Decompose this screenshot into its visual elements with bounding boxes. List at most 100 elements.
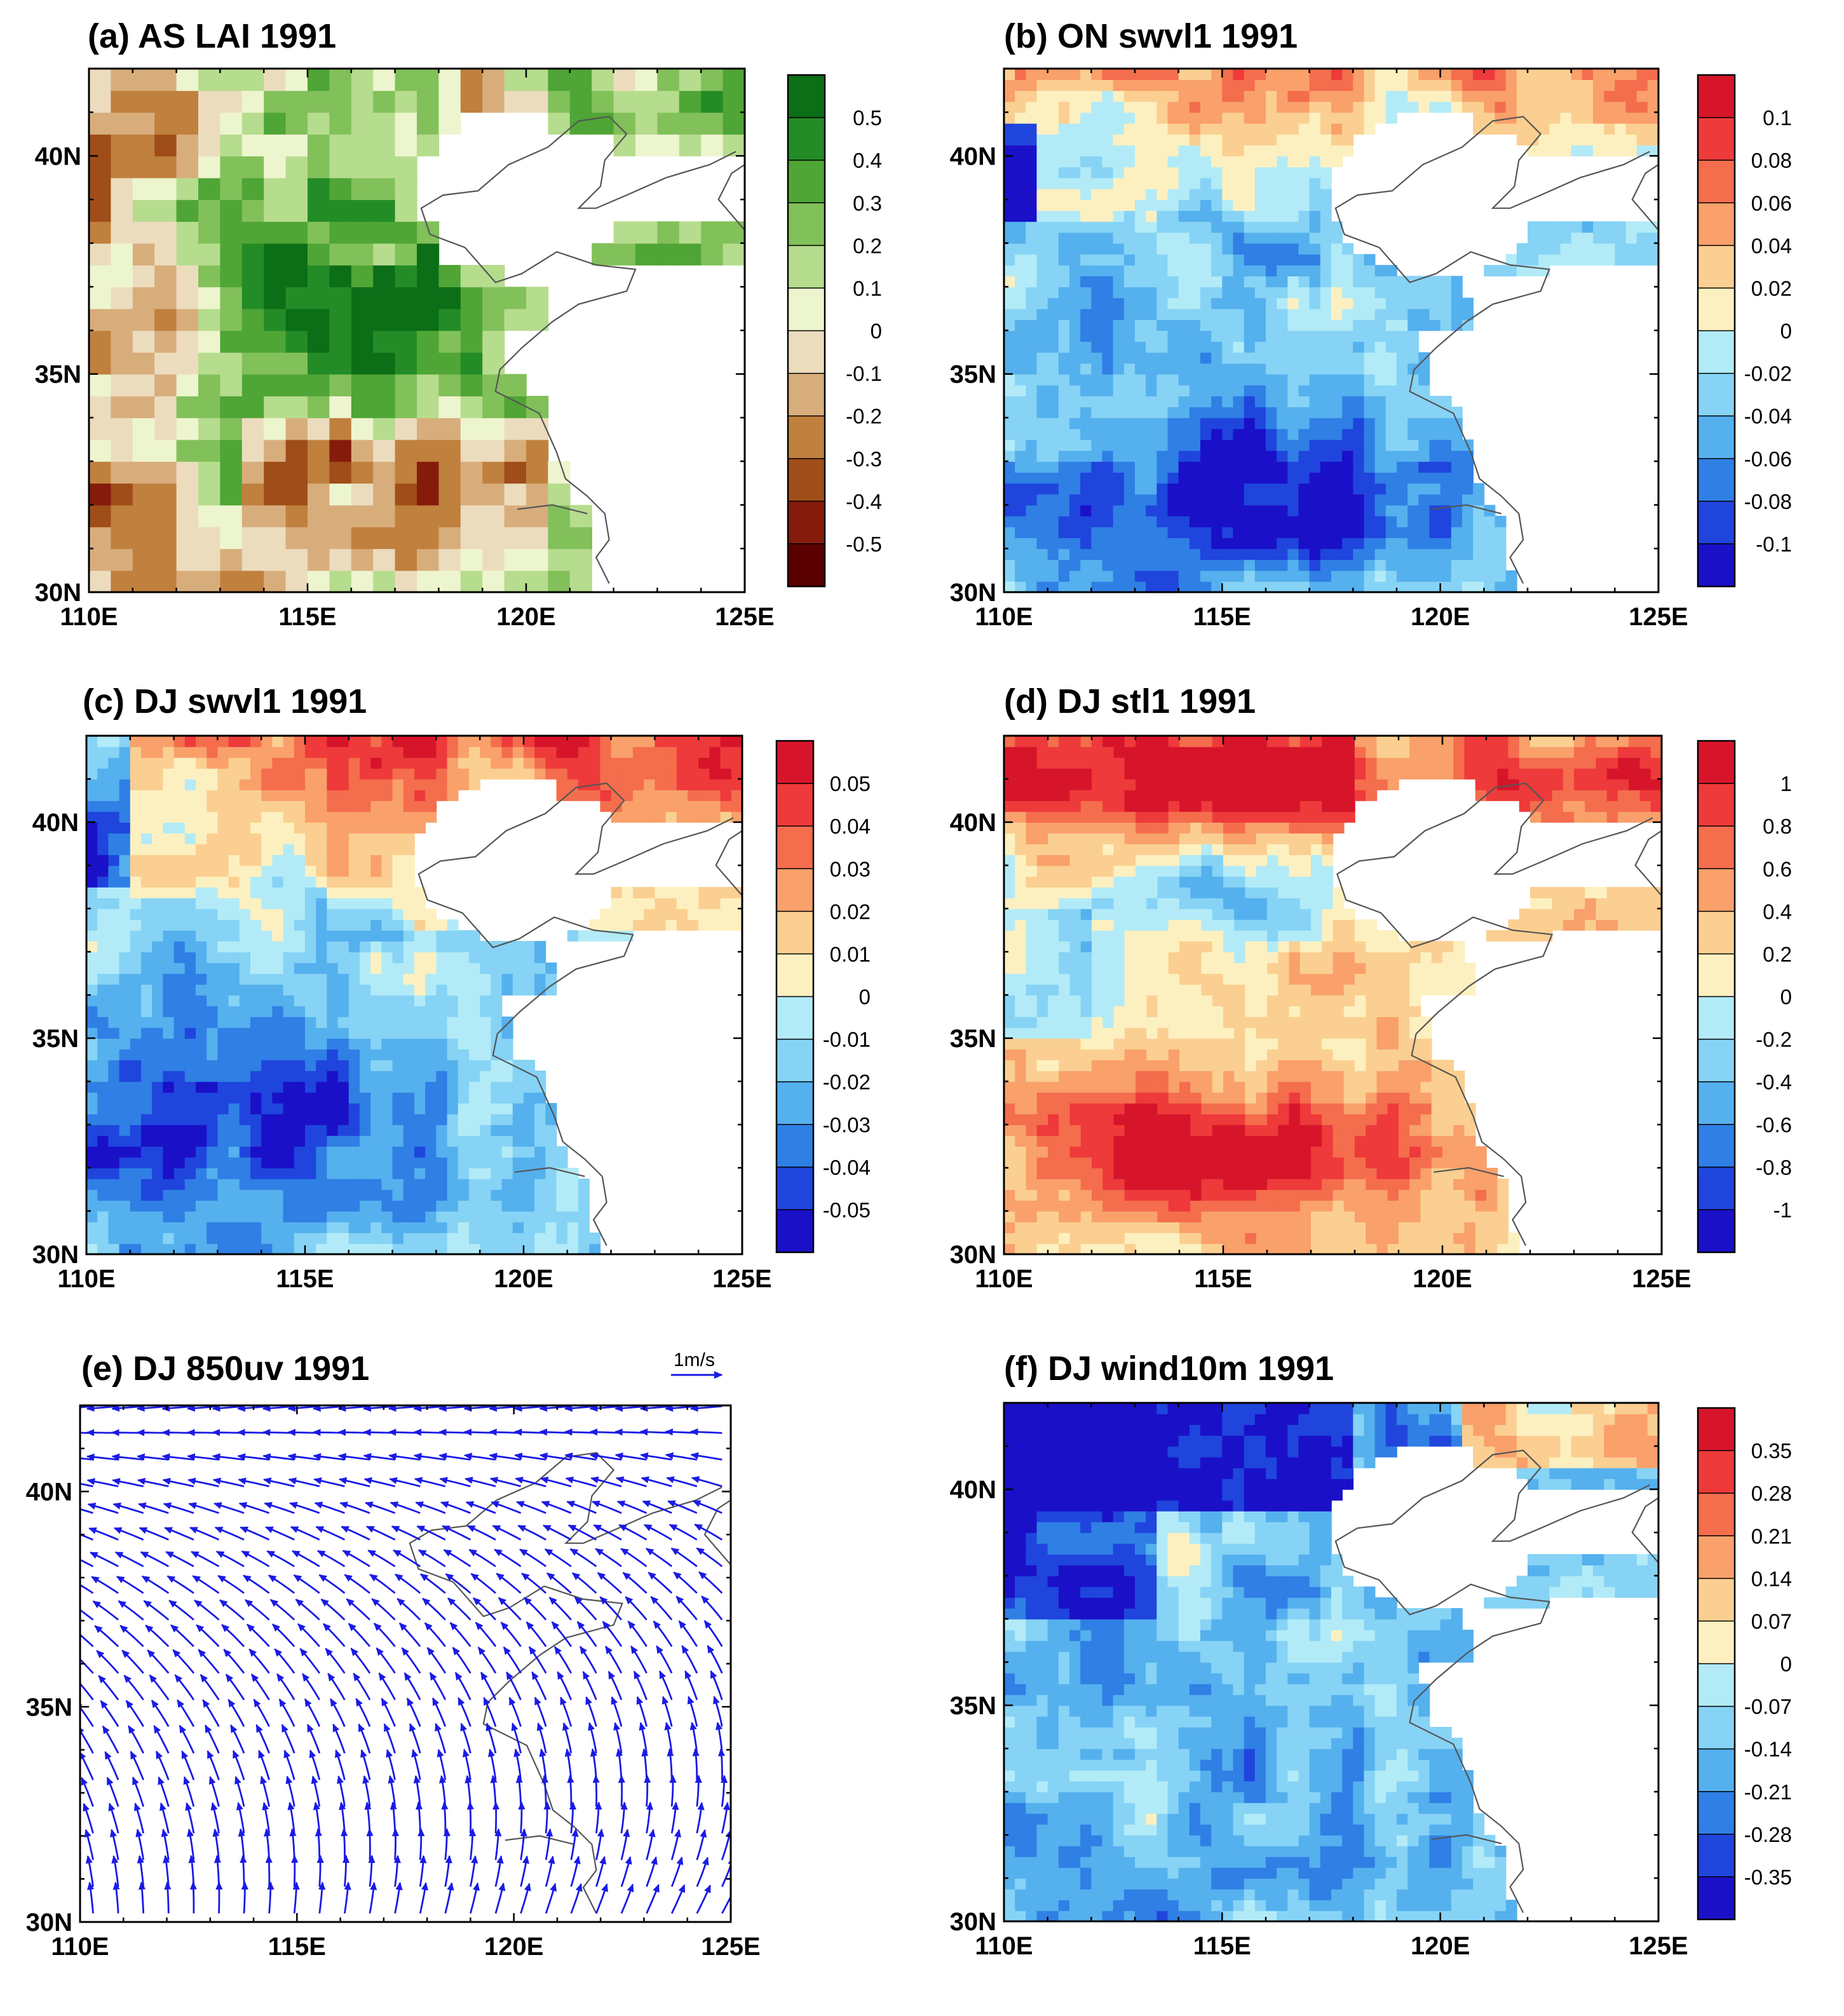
heatmap-cell <box>1385 504 1397 517</box>
heatmap-cell <box>1374 352 1386 364</box>
heatmap-cell <box>425 973 437 985</box>
heatmap-cell <box>1123 69 1136 80</box>
heatmap-cell <box>1091 145 1103 157</box>
heatmap-cell <box>217 1233 229 1244</box>
heatmap-cell <box>337 984 349 996</box>
heatmap-cell <box>97 1060 109 1071</box>
heatmap-cell <box>1069 374 1081 386</box>
heatmap-cell <box>1320 504 1332 517</box>
heatmap-cell <box>491 1103 503 1114</box>
heatmap-cell <box>1309 101 1321 113</box>
heatmap-cell <box>239 1081 251 1093</box>
heatmap-cell <box>395 134 417 157</box>
heatmap-cell <box>1451 287 1463 299</box>
heatmap-cell <box>1091 265 1103 276</box>
heatmap-cell <box>1069 363 1081 375</box>
heatmap-cell <box>1058 200 1070 211</box>
heatmap-cell <box>86 1146 98 1158</box>
heatmap-cell <box>1069 352 1081 364</box>
heatmap-cell <box>1156 548 1169 560</box>
heatmap-cell <box>1123 341 1136 353</box>
heatmap-cell <box>688 736 699 747</box>
heatmap-cell <box>198 265 221 288</box>
heatmap-cell <box>1015 69 1027 80</box>
heatmap-cell <box>1418 69 1430 80</box>
heatmap-cell <box>1091 407 1103 419</box>
heatmap-cell <box>119 1157 131 1168</box>
heatmap-cell <box>1146 297 1158 309</box>
heatmap-cell <box>524 941 535 952</box>
heatmap-cell <box>425 1146 437 1158</box>
heatmap-cell <box>592 112 614 135</box>
heatmap-cell <box>308 527 330 550</box>
heatmap-cell <box>97 1027 109 1039</box>
heatmap-cell <box>611 725 623 736</box>
heatmap-cell <box>1298 101 1310 113</box>
heatmap-cell <box>567 1222 579 1233</box>
heatmap-cell <box>97 909 109 920</box>
heatmap-cell <box>130 984 142 996</box>
heatmap-cell <box>111 527 133 550</box>
heatmap-cell <box>370 1179 383 1190</box>
heatmap-cell <box>1266 200 1277 211</box>
heatmap-cell <box>635 47 658 69</box>
heatmap-cell <box>348 790 360 801</box>
heatmap-cell <box>337 1157 349 1168</box>
heatmap-cell <box>524 1060 535 1071</box>
heatmap-cell <box>545 1168 557 1179</box>
heatmap-cell <box>111 330 133 353</box>
heatmap-cell <box>1287 581 1299 592</box>
colorbar-bin <box>788 330 825 374</box>
heatmap-cell <box>1026 112 1038 124</box>
heatmap-cell <box>414 1038 426 1050</box>
heatmap-cell <box>1058 363 1070 375</box>
heatmap-cell <box>305 963 316 974</box>
heatmap-cell <box>294 1168 306 1179</box>
heatmap-cell <box>688 747 699 758</box>
heatmap-cell <box>1244 515 1256 527</box>
heatmap-cell <box>1342 308 1354 320</box>
heatmap-cell <box>176 461 199 484</box>
heatmap-cell <box>154 90 177 113</box>
heatmap-cell <box>1560 112 1572 124</box>
heatmap-cell <box>1266 538 1277 550</box>
heatmap-cell <box>360 1168 371 1179</box>
heatmap-cell <box>458 1200 470 1212</box>
heatmap-cell <box>1167 538 1179 550</box>
heatmap-cell <box>425 1071 437 1082</box>
heatmap-cell <box>1091 319 1103 331</box>
heatmap-cell <box>239 865 251 877</box>
heatmap-cell <box>132 221 155 244</box>
heatmap-cell <box>1113 396 1125 407</box>
heatmap-cell <box>1254 559 1266 571</box>
heatmap-cell <box>1397 384 1408 396</box>
heatmap-cell <box>308 352 330 375</box>
heatmap-cell <box>1364 396 1376 407</box>
heatmap-cell <box>1298 243 1310 255</box>
heatmap-cell <box>207 1146 219 1158</box>
heatmap-cell <box>1189 297 1201 309</box>
heatmap-cell <box>198 243 221 266</box>
heatmap-cell <box>469 952 480 963</box>
heatmap-cell <box>460 461 483 484</box>
heatmap-cell <box>1091 439 1103 451</box>
heatmap-cell <box>1080 276 1092 288</box>
heatmap-cell <box>644 887 656 898</box>
heatmap-cell <box>1156 221 1169 233</box>
heatmap-cell <box>524 1211 535 1222</box>
heatmap-cell <box>1102 330 1114 342</box>
heatmap-cell <box>1123 265 1136 276</box>
heatmap-cell <box>458 1081 470 1093</box>
heatmap-cell <box>1625 69 1637 80</box>
heatmap-cell <box>1418 515 1430 527</box>
heatmap-cell <box>108 963 120 974</box>
heatmap-cell <box>130 909 142 920</box>
heatmap-cell <box>1298 363 1310 375</box>
heatmap-cell <box>217 1189 229 1201</box>
heatmap-cell <box>1069 58 1081 69</box>
heatmap-cell <box>1069 407 1081 419</box>
heatmap-cell <box>1222 548 1234 560</box>
heatmap-cell <box>228 919 240 931</box>
heatmap-cell <box>173 1135 186 1147</box>
heatmap-cell <box>327 790 339 801</box>
